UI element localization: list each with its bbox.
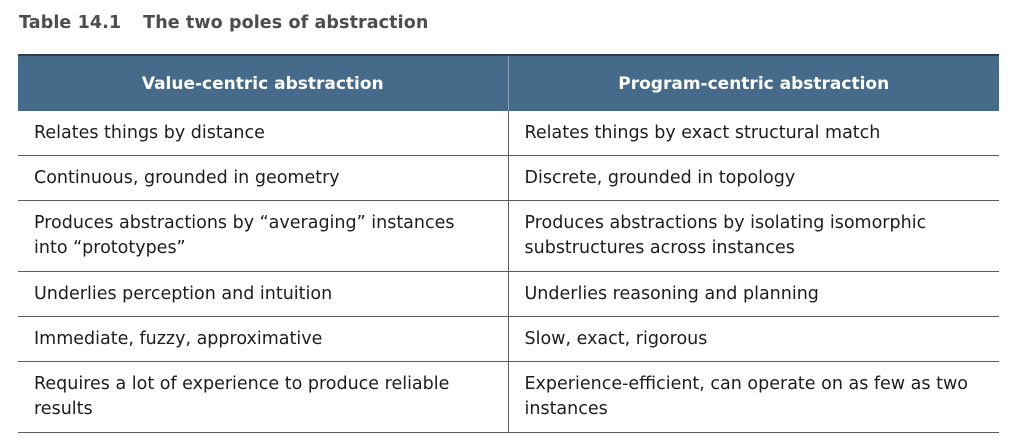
table-row: Continuous, grounded in geometry Discret… (18, 155, 999, 201)
table-row: Requires a lot of experience to produce … (18, 361, 999, 433)
value-centric-cell: Requires a lot of experience to produce … (18, 361, 509, 433)
table-row: Relates things by distance Relates thing… (18, 111, 999, 156)
program-centric-cell: Slow, exact, rigorous (508, 316, 999, 362)
table-header-row: Value-centric abstraction Program-centri… (18, 54, 999, 111)
table-title: The two poles of abstraction (143, 13, 429, 33)
header-program-centric: Program-centric abstraction (508, 54, 999, 111)
program-centric-cell: Relates things by exact structural match (508, 111, 999, 156)
value-centric-cell: Relates things by distance (18, 111, 509, 156)
program-centric-cell: Underlies reasoning and planning (508, 271, 999, 317)
table-number: Table 14.1 (19, 13, 122, 33)
table-caption: Table 14.1 The two poles of abstraction (19, 13, 428, 33)
table-row: Immediate, fuzzy, approximative Slow, ex… (18, 316, 999, 362)
program-centric-cell: Discrete, grounded in topology (508, 155, 999, 201)
value-centric-cell: Continuous, grounded in geometry (18, 155, 509, 201)
table-row: Underlies perception and intuition Under… (18, 271, 999, 317)
header-value-centric: Value-centric abstraction (18, 54, 509, 111)
program-centric-cell: Experience-efficient, can operate on as … (508, 361, 999, 433)
abstraction-table: Value-centric abstraction Program-centri… (18, 54, 999, 433)
value-centric-cell: Underlies perception and intuition (18, 271, 509, 317)
program-centric-cell: Produces abstractions by isolating isomo… (508, 200, 999, 272)
value-centric-cell: Produces abstractions by “averaging” ins… (18, 200, 509, 272)
table-row: Produces abstractions by “averaging” ins… (18, 200, 999, 272)
value-centric-cell: Immediate, fuzzy, approximative (18, 316, 509, 362)
